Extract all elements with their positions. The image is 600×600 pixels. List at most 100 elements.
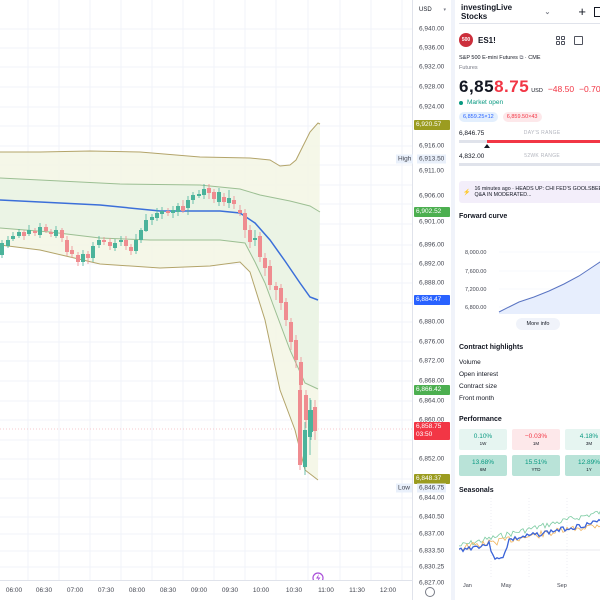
performance-value: 15.51%	[524, 459, 548, 466]
news-text: 16 minutes ago · HEADS UP: CHI FED'S GOO…	[474, 186, 600, 198]
performance-value: 4.18%	[579, 433, 599, 440]
price-chart[interactable]	[0, 0, 412, 580]
current-price-marker-icon	[484, 144, 490, 148]
highlight-label: Open interest	[459, 371, 499, 378]
performance-value: 12.89%	[577, 459, 600, 466]
performance-value: 13.68%	[471, 459, 495, 466]
watchlist-title[interactable]: investingLive Stocks	[461, 2, 513, 21]
symbol-type: Futures	[459, 65, 478, 71]
lower-band-price-label: 6,848.37	[414, 474, 450, 484]
time-axis[interactable]: 06:00 06:30 07:00 07:30 08:00 08:30 09:00 09:30…	[0, 580, 412, 600]
watchlist-header: investingLive Stocks ⌄ +	[459, 0, 600, 24]
performance-cell-1w[interactable]: 0.10% 1W	[459, 429, 507, 450]
price-tick: 6,864.00	[419, 397, 445, 405]
week52-range: 4,832.00 52WK RANGE 6,9	[459, 153, 600, 160]
chart-settings-icon[interactable]	[425, 587, 435, 597]
price-tick: 6,928.00	[419, 83, 445, 91]
last-price-prefix: 6,85	[459, 77, 495, 96]
price-tick: 6,916.00	[419, 142, 445, 150]
exchange-label: CME	[528, 55, 541, 61]
moving-average-price-label: 6,884.47	[414, 295, 450, 305]
highlight-label: Volume	[459, 359, 481, 366]
news-headline[interactable]: ⚡ 16 minutes ago · HEADS UP: CHI FED'S G…	[459, 181, 600, 203]
chevron-down-icon[interactable]: ⌄	[544, 8, 551, 16]
bid-ask: 6,859.25×12 6,859.50×43	[459, 112, 600, 122]
candlestick-chart-canvas[interactable]	[0, 0, 412, 580]
performance-cell-1m[interactable]: −0.03% 1M	[512, 429, 560, 450]
separator: ·	[524, 55, 527, 61]
price-scale[interactable]: USD ▾ 6,940.00 6,936.00 6,932.00 6,928.00 6,…	[396, 0, 450, 600]
contract-highlights-list: Volume749 Open interest1 Contract size Fron…	[459, 359, 600, 402]
seasonals-chart: Jan May Sep	[458, 498, 600, 589]
add-symbol-icon[interactable]: +	[578, 4, 587, 19]
time-tick: 06:00	[5, 587, 23, 594]
contract-highlight-row: Contract size	[459, 383, 600, 390]
grid-icon[interactable]	[555, 35, 565, 45]
external-link-icon[interactable]: ⧉	[519, 55, 525, 61]
price-tick: 6,880.00	[419, 318, 445, 326]
session-low-label: Low	[396, 483, 412, 493]
inner-upper-band-price-label: 6,902.52	[414, 207, 450, 217]
week52-range-label: 52WK RANGE	[524, 153, 561, 159]
performance-cell-ytd[interactable]: 15.51% YTD	[512, 455, 560, 476]
price-tick: 6,888.00	[419, 279, 445, 287]
price-tick: 6,827.00	[419, 579, 445, 587]
session-high-price: 6,913.50	[417, 154, 447, 164]
time-tick: 09:30	[221, 587, 239, 594]
price-currency: USD	[531, 88, 543, 94]
price-tick: 6,837.00	[419, 530, 445, 538]
days-range: 6,846.75 DAY'S RANGE 6,9	[459, 130, 600, 137]
price-tick: 6,844.00	[419, 494, 445, 502]
time-tick: 08:00	[128, 587, 146, 594]
performance-period: 6M	[479, 467, 487, 472]
symbol-ticker[interactable]: ES1!	[478, 35, 496, 45]
price-tick: 6,840.50	[419, 513, 445, 521]
seasonals-title: Seasonals	[459, 487, 494, 494]
last-price: 6,858.75	[459, 77, 529, 97]
time-tick: 09:00	[190, 587, 208, 594]
symbol-header: 500 ES1!	[459, 33, 600, 47]
price-tick: 6,852.00	[419, 455, 445, 463]
forward-curve-chart: 8,000.007,600.007,200.006,800.0020262028…	[459, 224, 600, 323]
last-price-suffix: 8.75	[494, 77, 530, 96]
performance-value: 0.10%	[473, 433, 493, 440]
time-tick: 11:00	[318, 587, 334, 594]
price-tick: 6,924.00	[419, 103, 445, 111]
symbol-description-text: S&P 500 E-mini Futures	[459, 55, 518, 61]
contract-highlight-row: Front monthESZ	[459, 395, 600, 402]
performance-cell-1y[interactable]: 12.89% 1Y	[565, 455, 600, 476]
watchlist-details-panel: investingLive Stocks ⌄ + 500 ES1! S&P 50…	[451, 0, 600, 600]
upper-band-price-label: 6,920.57	[414, 120, 450, 130]
price-tick: 6,868.00	[419, 377, 445, 385]
performance-period: 1Y	[586, 467, 592, 472]
news-icon: ⚡	[463, 189, 471, 196]
inner-lower-band-price-label: 6,866.42	[414, 385, 450, 395]
currency-selector[interactable]: USD ▾	[416, 3, 449, 16]
more-info-button[interactable]: More info	[516, 318, 560, 330]
performance-period: 3M	[585, 441, 593, 446]
days-range-fill	[487, 140, 600, 143]
currency-label: USD	[419, 6, 432, 13]
time-tick: 07:30	[97, 587, 115, 594]
edit-icon[interactable]	[573, 35, 583, 45]
performance-cell-3m[interactable]: 4.18% 3M	[565, 429, 600, 450]
price-tick: 6,940.00	[419, 25, 445, 33]
days-range-label: DAY'S RANGE	[523, 130, 561, 136]
layout-icon[interactable]	[594, 6, 600, 17]
days-range-bar	[459, 140, 600, 148]
price-tick: 6,911.00	[419, 167, 444, 175]
price-tick: 6,876.00	[419, 338, 445, 346]
market-status: Market open	[459, 99, 600, 106]
performance-cell-6m[interactable]: 13.68% 6M	[459, 455, 507, 476]
days-range-low: 6,846.75	[459, 130, 485, 137]
contract-highlight-row: Open interest1	[459, 371, 600, 378]
forward-curve-title: Forward curve	[459, 213, 508, 220]
price-tick: 6,872.00	[419, 357, 445, 365]
price-tick: 6,901.00	[419, 218, 445, 226]
performance-period: 1W	[479, 441, 487, 446]
session-low-price: 6,846.75	[417, 483, 447, 493]
price-tick: 6,892.00	[419, 260, 445, 268]
svg-text:6,800.00: 6,800.00	[465, 305, 486, 311]
svg-text:May: May	[501, 583, 512, 588]
